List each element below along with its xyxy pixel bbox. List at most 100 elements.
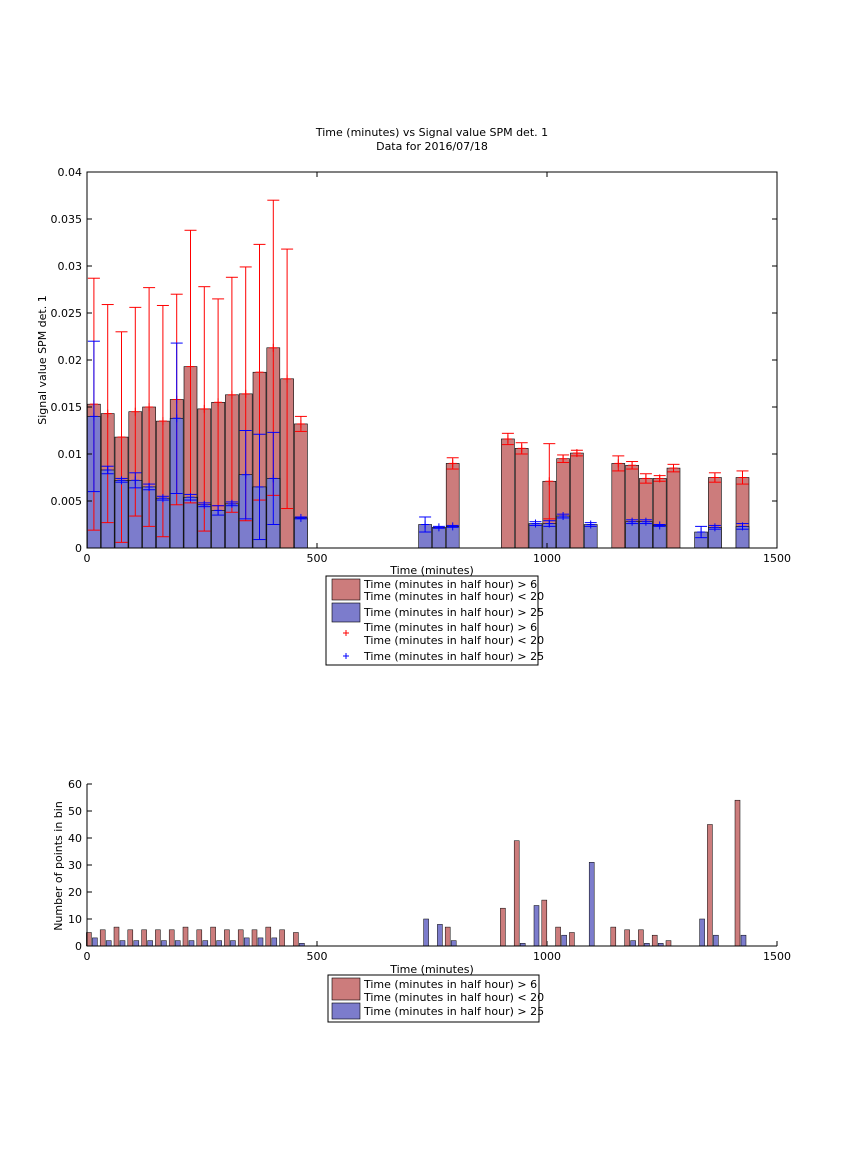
bar: [174, 940, 181, 947]
legend-label: Time (minutes in half hour) > 25: [363, 1005, 544, 1018]
bar: [666, 467, 681, 549]
bars: [86, 799, 747, 947]
y-tick-label: 60: [68, 778, 82, 791]
y-tick-label: 0.03: [58, 260, 83, 273]
bar: [105, 940, 112, 947]
bar: [141, 929, 147, 947]
bar: [734, 799, 741, 947]
y-tick-label: 10: [68, 913, 82, 926]
legend-swatch: [331, 578, 361, 601]
y-axis-label: Number of points in bin: [52, 801, 65, 931]
x-axis-label: Time (minutes): [389, 963, 474, 976]
legend-label: Time (minutes in half hour) > 25: [363, 650, 544, 663]
bar: [224, 929, 230, 947]
bar: [293, 932, 299, 947]
bar: [437, 924, 443, 947]
bar: [92, 937, 98, 947]
y-axis-label: Signal value SPM det. 1: [36, 295, 49, 425]
x-tick-label: 0: [84, 552, 91, 565]
y-tick-label: 0.02: [58, 354, 83, 367]
y-tick-label: 0: [75, 542, 82, 555]
bar: [501, 438, 515, 549]
x-tick-label: 500: [307, 950, 328, 963]
bar: [133, 940, 140, 947]
legend-label: Time (minutes in half hour) > 6: [363, 578, 537, 591]
bar: [588, 862, 595, 947]
bar: [168, 929, 175, 947]
signal-chart: Time (minutes) vs Signal value SPM det. …: [36, 126, 792, 666]
bar: [665, 940, 672, 947]
bar: [161, 940, 167, 947]
y-tick-label: 0.025: [51, 307, 83, 320]
bar: [237, 929, 244, 947]
bar: [610, 926, 617, 947]
legend-swatch: [331, 977, 361, 1001]
bar: [279, 929, 285, 947]
y-tick-label: 0.035: [51, 213, 83, 226]
bar: [570, 452, 584, 549]
y-tick-label: 30: [68, 859, 82, 872]
bar: [699, 918, 705, 947]
bar: [638, 929, 644, 947]
bar: [251, 929, 258, 947]
bar: [555, 926, 561, 947]
bar: [541, 899, 548, 947]
bar: [210, 926, 216, 947]
legend-label: Time (minutes in half hour) < 20: [363, 991, 544, 1004]
bar: [230, 940, 236, 947]
y-tick-label: 0.01: [58, 448, 83, 461]
bar: [243, 937, 250, 947]
bar: [216, 940, 222, 947]
x-tick-label: 1000: [533, 552, 561, 565]
bar: [257, 937, 264, 947]
bar: [423, 918, 429, 947]
axes: 0 500 1000 1500 0 0.005 0.01 0.015 0.02 0.025 0.03…: [51, 166, 792, 565]
bar: [271, 937, 278, 947]
chart-title: Time (minutes) vs Signal value SPM det. …: [315, 126, 548, 139]
bar: [265, 926, 272, 947]
x-tick-label: 1000: [533, 950, 561, 963]
bar: [450, 940, 457, 947]
legend-label: Time (minutes in half hour) > 6: [363, 621, 537, 634]
bar: [713, 934, 719, 947]
bar: [188, 940, 195, 947]
bars: [87, 347, 750, 549]
bar: [202, 940, 209, 947]
y-tick-label: 20: [68, 886, 82, 899]
y-tick-label: 50: [68, 805, 82, 818]
bar: [561, 934, 567, 947]
axes: 0 500 1000 1500 0 10 20 30 40 50 60: [68, 778, 791, 963]
x-tick-label: 1500: [763, 950, 791, 963]
x-axis-label: Time (minutes): [389, 564, 474, 577]
y-tick-label: 40: [68, 832, 82, 845]
legend-label: Time (minutes in half hour) > 6: [363, 978, 537, 991]
chart-subtitle: Data for 2016/07/18: [376, 140, 488, 153]
legend-box: [325, 575, 539, 666]
bar: [99, 929, 106, 947]
error-bars: [87, 199, 749, 543]
bar: [630, 940, 636, 947]
bar: [196, 929, 203, 947]
bar: [127, 929, 134, 947]
bar: [740, 934, 747, 947]
legend-box: [327, 974, 540, 1023]
bar: [183, 496, 198, 549]
bar: [182, 926, 189, 947]
bar: [444, 926, 451, 947]
bar: [211, 510, 225, 549]
bar: [155, 929, 161, 947]
y-tick-label: 0.04: [58, 166, 83, 179]
legend-label: Time (minutes in half hour) > 25: [363, 606, 544, 619]
bar: [147, 940, 153, 947]
bar: [294, 517, 308, 549]
bar: [624, 929, 630, 947]
y-tick-label: 0.015: [51, 401, 83, 414]
bar: [533, 905, 540, 947]
legend-label: Time (minutes in half hour) < 20: [363, 634, 544, 647]
bar: [113, 926, 120, 947]
bar: [514, 448, 529, 549]
x-tick-label: 1500: [763, 552, 791, 565]
